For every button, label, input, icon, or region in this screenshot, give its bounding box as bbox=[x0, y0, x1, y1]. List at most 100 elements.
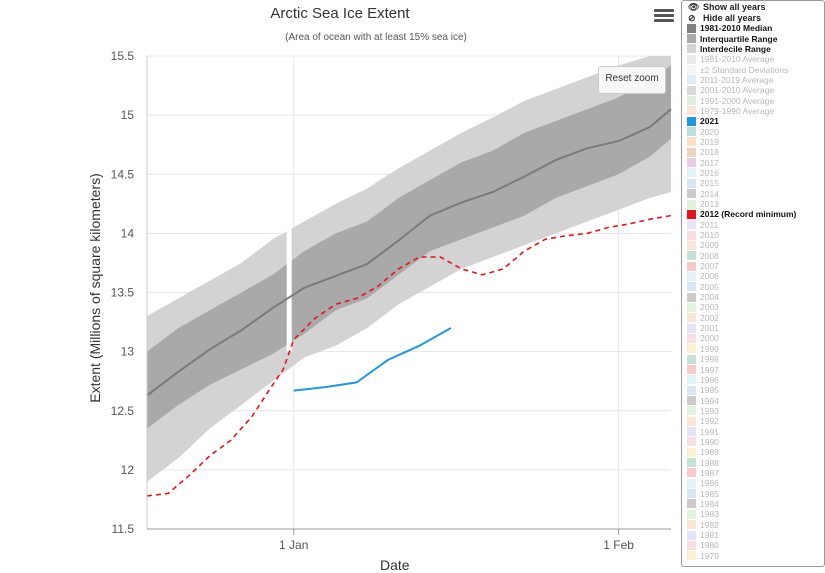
legend-item[interactable]: 1985 bbox=[687, 488, 824, 499]
legend-item[interactable]: 2002 bbox=[687, 313, 824, 323]
legend-item[interactable]: 1995 bbox=[687, 385, 824, 395]
legend-swatch bbox=[687, 406, 696, 416]
legend-item[interactable]: 1988 bbox=[687, 457, 824, 468]
legend-label: 1991-2000 Average bbox=[700, 95, 775, 106]
legend-label: 2012 (Record minimum) bbox=[700, 209, 797, 220]
x-tick-label: 1 Feb bbox=[603, 538, 634, 552]
legend-item[interactable]: 1994 bbox=[687, 395, 824, 406]
legend-label: 2015 bbox=[700, 178, 719, 189]
legend-swatch bbox=[687, 354, 696, 364]
legend-label: 1986 bbox=[700, 478, 719, 489]
legend-label: 1985 bbox=[700, 488, 719, 499]
legend-panel: 👁 Show all years ⊘ Hide all years 1981-2… bbox=[681, 0, 825, 567]
y-tick-label: 14 bbox=[121, 226, 135, 240]
legend-swatch bbox=[687, 520, 696, 530]
legend-item[interactable]: 2015 bbox=[687, 178, 824, 188]
legend-item[interactable]: 1987 bbox=[687, 468, 824, 478]
legend-item[interactable]: 1991-2000 Average bbox=[687, 95, 824, 106]
legend-item[interactable]: 2011-2019 Average bbox=[687, 75, 824, 85]
legend-item[interactable]: 2006 bbox=[687, 271, 824, 281]
legend-label: 1981 bbox=[700, 530, 719, 541]
legend-swatch bbox=[687, 427, 696, 437]
legend-item[interactable]: 1986 bbox=[687, 478, 824, 488]
legend-item[interactable]: 1979 bbox=[687, 551, 824, 561]
y-tick-label: 12.5 bbox=[111, 404, 135, 418]
legend-label: 1981-2010 Median bbox=[700, 23, 773, 34]
legend-item[interactable]: 1991 bbox=[687, 426, 824, 437]
legend-item[interactable]: 2020 bbox=[687, 126, 824, 137]
chart-plot: 11.5 12 12.5 13 13.5 14 14.5 15 15.5 1 Jan 1 Feb bbox=[111, 49, 672, 552]
legend-item[interactable]: 1996 bbox=[687, 375, 824, 385]
y-tick-label: 15.5 bbox=[111, 49, 135, 63]
legend-swatch bbox=[687, 23, 696, 33]
legend-swatch bbox=[687, 416, 696, 426]
legend-item[interactable]: 2001-2010 Average bbox=[687, 85, 824, 95]
legend-swatch bbox=[687, 158, 696, 168]
legend-item[interactable]: Interquartile Range bbox=[687, 33, 824, 44]
legend-item[interactable]: 1981-2010 Median bbox=[687, 23, 824, 33]
legend-label: 1997 bbox=[700, 364, 719, 375]
reset-zoom-button[interactable]: Reset zoom bbox=[598, 66, 666, 94]
legend-label: 2004 bbox=[700, 292, 719, 303]
legend-item[interactable]: 1989 bbox=[687, 447, 824, 457]
legend-label: 2008 bbox=[700, 250, 719, 261]
legend-label: 1981-2010 Average bbox=[700, 54, 775, 65]
legend-label: 1984 bbox=[700, 498, 719, 509]
legend-item[interactable]: 2013 bbox=[687, 199, 824, 209]
legend-item[interactable]: 2016 bbox=[687, 168, 824, 178]
legend-swatch bbox=[687, 65, 696, 75]
y-tick-label: 12 bbox=[121, 463, 135, 477]
legend-item[interactable]: 1999 bbox=[687, 344, 824, 354]
legend-swatch bbox=[687, 240, 696, 250]
legend-item[interactable]: 2012 (Record minimum) bbox=[687, 209, 824, 219]
legend-item[interactable]: 1997 bbox=[687, 364, 824, 375]
legend-item[interactable]: 1981 bbox=[687, 530, 824, 540]
legend-item[interactable]: 2019 bbox=[687, 137, 824, 147]
legend-item[interactable]: 2010 bbox=[687, 230, 824, 240]
legend-item[interactable]: 2005 bbox=[687, 282, 824, 292]
legend-item[interactable]: 2017 bbox=[687, 157, 824, 168]
show-all-years-button[interactable]: 👁 Show all years bbox=[688, 2, 824, 13]
hide-all-years-button[interactable]: ⊘ Hide all years bbox=[688, 13, 824, 24]
legend-item[interactable]: 2008 bbox=[687, 251, 824, 261]
legend-swatch bbox=[687, 489, 696, 499]
legend-item[interactable]: 2000 bbox=[687, 333, 824, 343]
legend-label: 2019 bbox=[700, 136, 719, 147]
legend-label: 2013 bbox=[700, 199, 719, 210]
series-2012-record-minimum- bbox=[146, 214, 672, 497]
legend-item[interactable]: 2004 bbox=[687, 292, 824, 302]
legend-swatch bbox=[687, 447, 696, 457]
legend-item[interactable]: 2021 bbox=[687, 116, 824, 126]
chart-subtitle: (Area of ocean with at least 15% sea ice… bbox=[285, 32, 467, 43]
y-tick-label: 13.5 bbox=[111, 286, 135, 300]
legend-item[interactable]: 1982 bbox=[687, 520, 824, 530]
year-gap-marker bbox=[286, 221, 292, 352]
legend-item[interactable]: 1984 bbox=[687, 499, 824, 509]
legend-item[interactable]: 2001 bbox=[687, 323, 824, 333]
legend-label: 1996 bbox=[700, 374, 719, 385]
legend-item[interactable]: 1998 bbox=[687, 354, 824, 364]
legend-item[interactable]: 2003 bbox=[687, 302, 824, 312]
legend-item[interactable]: 1979-1990 Average bbox=[687, 106, 824, 116]
legend-label: 2021 bbox=[700, 116, 719, 127]
legend-item[interactable]: 1993 bbox=[687, 406, 824, 416]
legend-label: 1993 bbox=[700, 405, 719, 416]
legend-label: 1995 bbox=[700, 385, 719, 396]
legend-item[interactable]: 2018 bbox=[687, 147, 824, 157]
series-2021 bbox=[293, 327, 452, 392]
legend-item[interactable]: 2011 bbox=[687, 220, 824, 230]
hamburger-menu-icon[interactable] bbox=[654, 7, 674, 25]
legend-item[interactable]: 2009 bbox=[687, 240, 824, 250]
legend-swatch bbox=[687, 333, 696, 343]
legend-item[interactable]: 2007 bbox=[687, 261, 824, 271]
legend-item[interactable]: 1980 bbox=[687, 540, 824, 550]
legend-swatch bbox=[687, 34, 696, 44]
legend-item[interactable]: Interdecile Range bbox=[687, 44, 824, 54]
legend-item[interactable]: 1983 bbox=[687, 509, 824, 519]
legend-item[interactable]: 1990 bbox=[687, 437, 824, 447]
legend-label: 1979-1990 Average bbox=[700, 105, 775, 116]
legend-item[interactable]: 2014 bbox=[687, 189, 824, 199]
legend-item[interactable]: 1992 bbox=[687, 416, 824, 426]
legend-item[interactable]: 1981-2010 Average bbox=[687, 54, 824, 64]
legend-item[interactable]: ±2 Standard Deviations bbox=[687, 64, 824, 75]
